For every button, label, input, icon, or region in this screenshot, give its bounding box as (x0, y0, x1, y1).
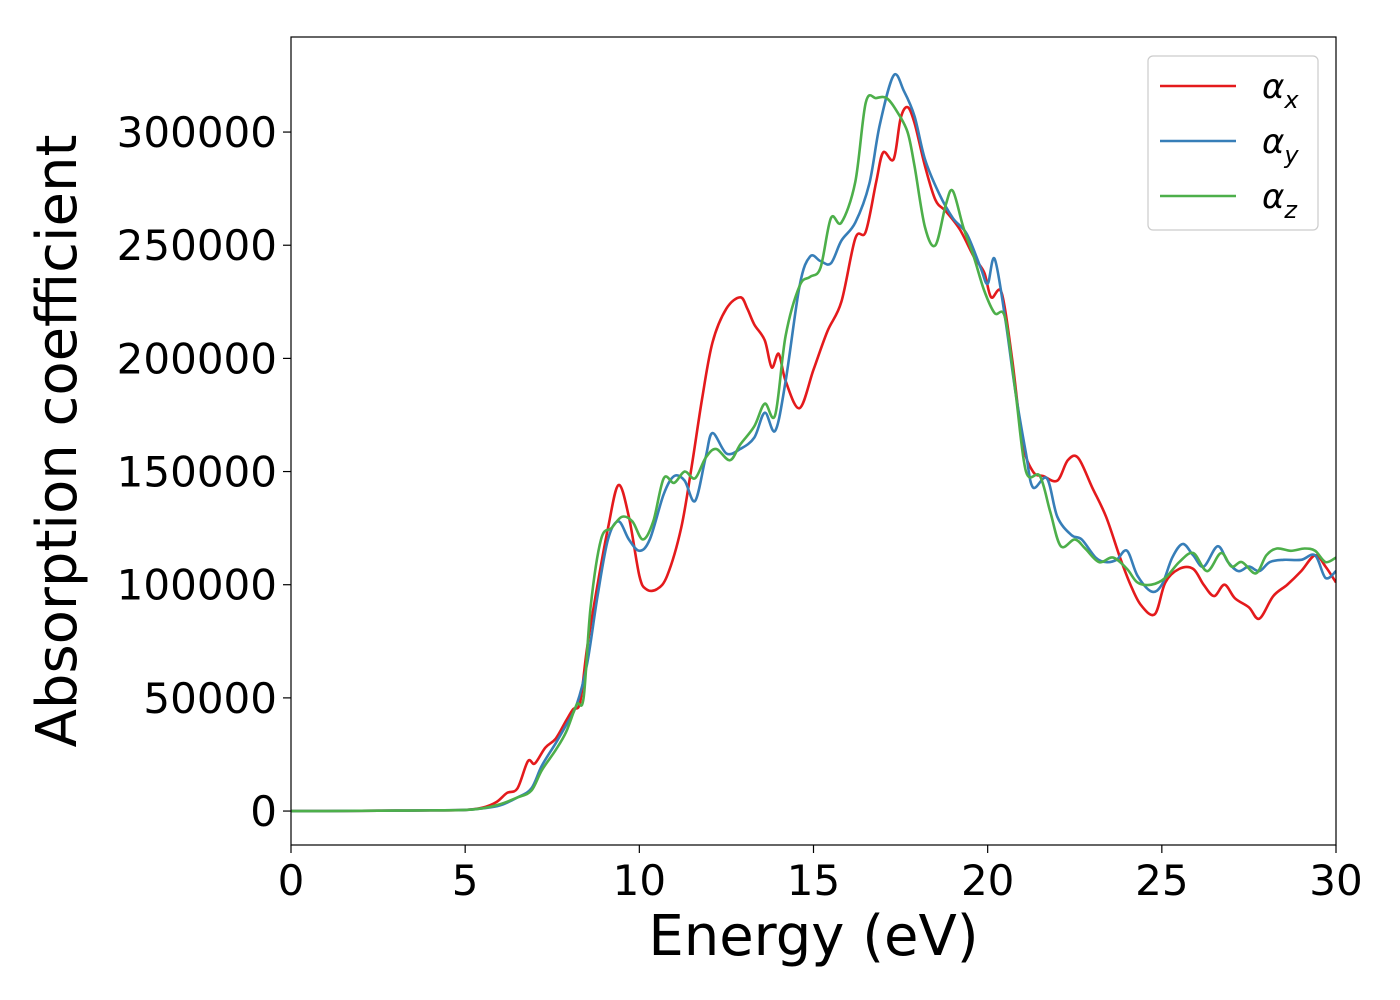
x-axis-ticks: 0 5 10 15 20 25 30 (278, 845, 1363, 905)
series-line-z (291, 93, 1336, 813)
x-tick-label: 15 (787, 856, 840, 905)
x-tick-label: 25 (1135, 856, 1188, 905)
series-line-x (291, 105, 1336, 813)
legend-box (1147, 55, 1319, 231)
y-tick-label: 200000 (117, 334, 277, 383)
x-tick-label: 0 (278, 856, 305, 905)
y-tick-label: 100000 (117, 561, 277, 610)
series-layer (291, 72, 1336, 813)
y-tick-label: 50000 (143, 674, 277, 723)
y-axis-title: Absorption coefficient (25, 135, 90, 748)
y-tick-label: 0 (250, 787, 277, 836)
y-tick-label: 250000 (117, 221, 277, 270)
y-axis-ticks: 0 50000 100000 150000 200000 250000 300000 (117, 108, 291, 836)
legend-label-z: αz (1262, 177, 1298, 224)
y-tick-label: 150000 (117, 448, 277, 497)
x-tick-label: 20 (961, 856, 1014, 905)
x-tick-label: 10 (613, 856, 666, 905)
x-tick-label: 5 (452, 856, 479, 905)
series-line-y (291, 72, 1336, 813)
y-tick-label: 300000 (117, 108, 277, 157)
x-tick-label: 30 (1309, 856, 1362, 905)
x-axis-title: Energy (eV) (648, 904, 978, 969)
